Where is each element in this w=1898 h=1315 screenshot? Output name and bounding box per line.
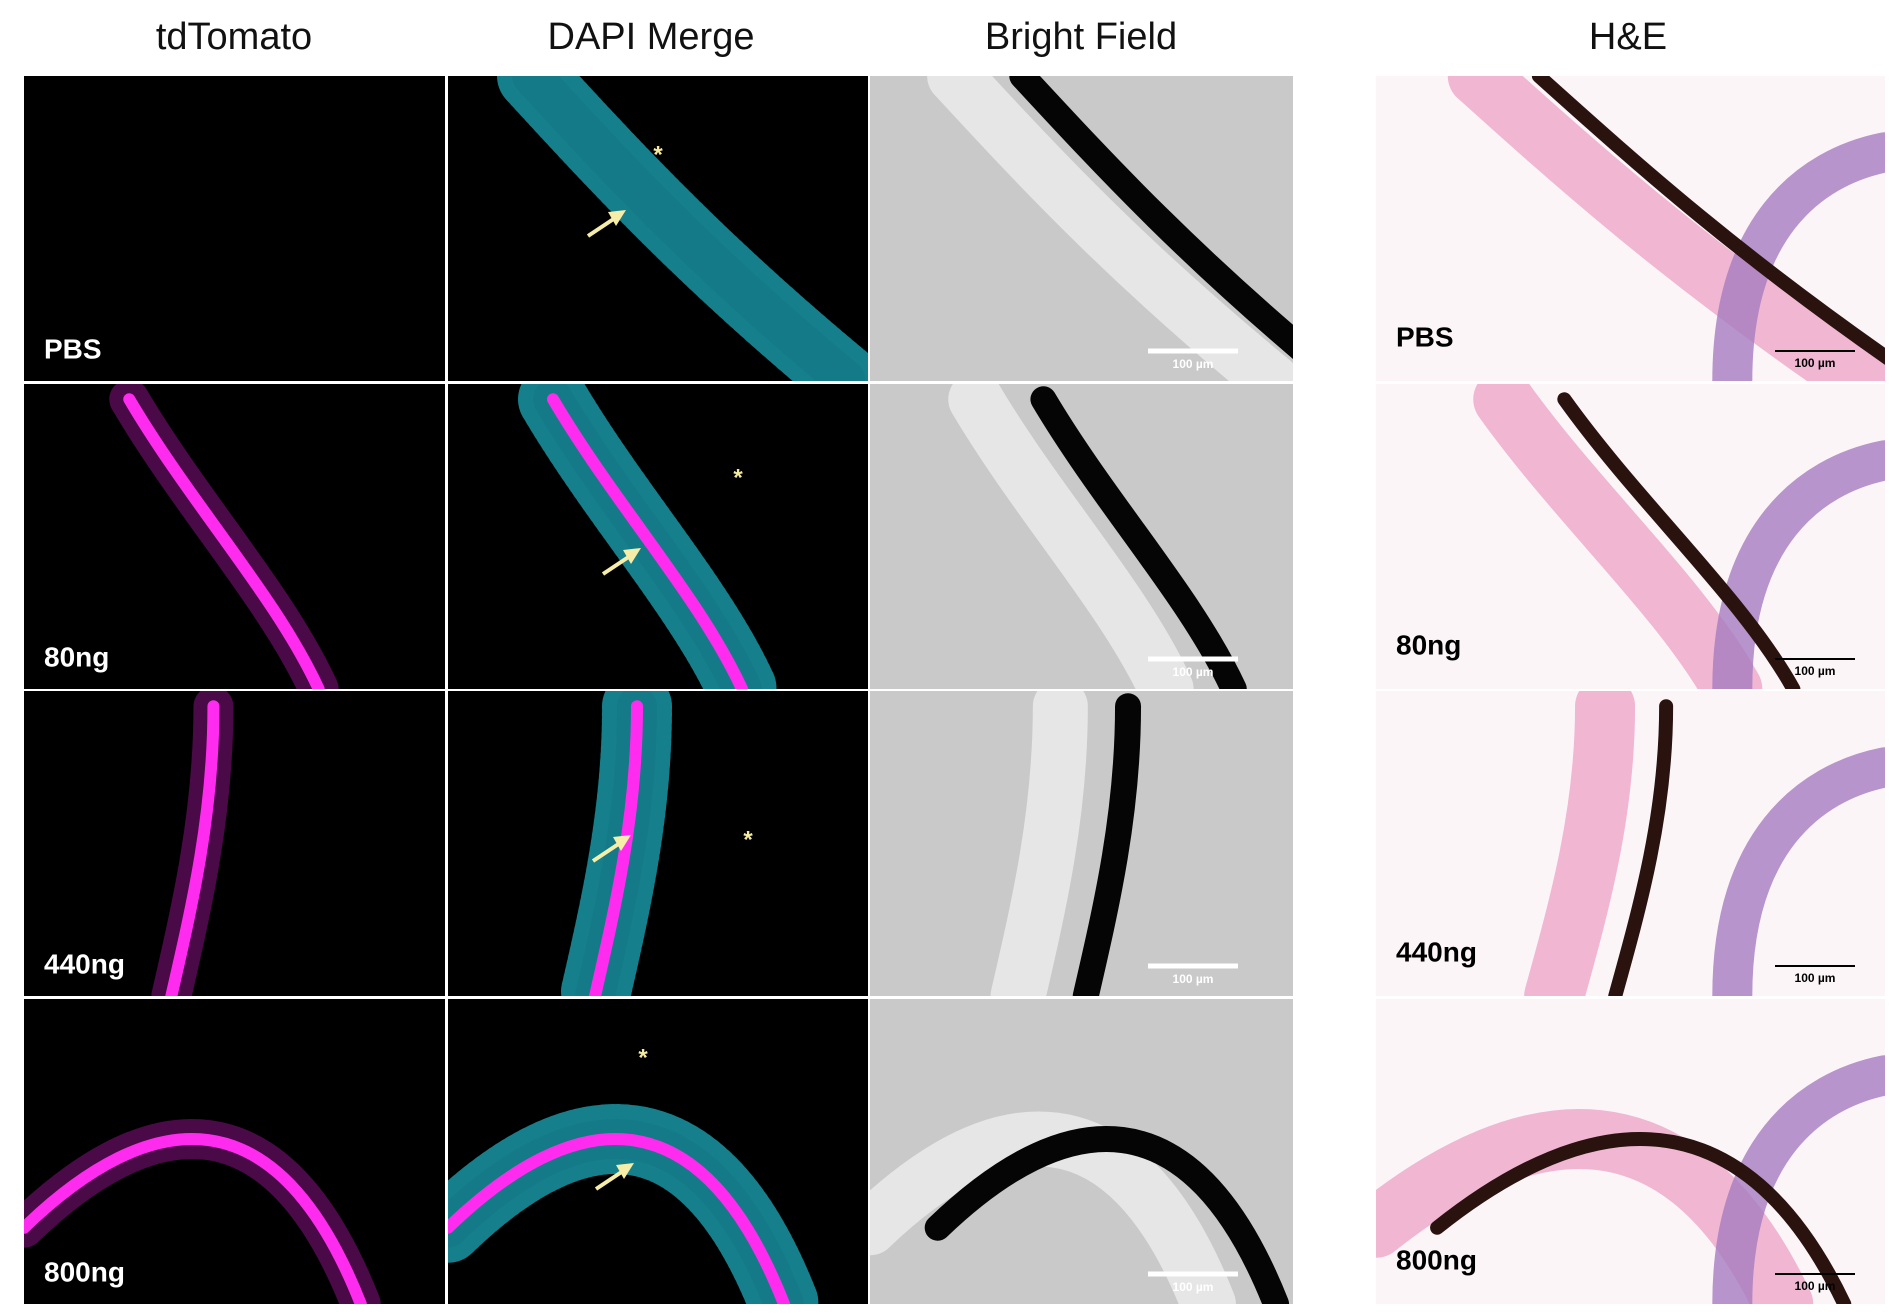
pigment xyxy=(1022,76,1339,381)
tissue xyxy=(1732,767,1885,996)
row-label: 80ng xyxy=(1396,629,1461,660)
image-panel xyxy=(870,999,1293,1304)
scale-bar-label: 100 µm xyxy=(1173,357,1214,371)
row-label: 80ng xyxy=(44,641,109,672)
pigment xyxy=(1043,399,1233,689)
image-panel xyxy=(448,76,868,381)
pigment xyxy=(1615,706,1666,996)
column-header: Bright Field xyxy=(985,16,1177,58)
row-label: PBS xyxy=(1396,321,1454,352)
image-panel xyxy=(24,691,445,996)
tissue xyxy=(1043,399,1233,689)
image-panel xyxy=(24,76,445,381)
image-panel xyxy=(1376,384,1885,689)
row-label: 440ng xyxy=(44,948,125,979)
column-header: tdTomato xyxy=(156,16,312,58)
background xyxy=(24,384,445,689)
tissue xyxy=(1732,460,1885,689)
scale-bar-label: 100 µm xyxy=(1795,664,1836,678)
row-label: 440ng xyxy=(1396,936,1477,967)
image-panel xyxy=(448,384,868,689)
tissue xyxy=(171,706,213,996)
tissue xyxy=(24,1139,361,1304)
tissue xyxy=(1615,706,1666,996)
pigment xyxy=(1539,76,1898,381)
scale-bar-label: 100 µm xyxy=(1795,356,1836,370)
scale-bar-label: 100 µm xyxy=(1795,1279,1836,1293)
marker: * xyxy=(638,1044,648,1071)
image-panel xyxy=(24,999,445,1304)
arrow-head xyxy=(616,1163,634,1179)
tissue xyxy=(1086,706,1128,996)
tissue xyxy=(1732,1075,1885,1304)
tissue xyxy=(1018,706,1060,996)
image-panel xyxy=(448,999,868,1304)
pigment xyxy=(1437,1139,1844,1304)
image-panel xyxy=(1376,76,1898,381)
tissue xyxy=(1478,76,1860,381)
tissue xyxy=(1437,1139,1844,1304)
scale-bar-label: 100 µm xyxy=(1173,1280,1214,1294)
image-panel xyxy=(1376,691,1885,996)
pigment xyxy=(938,1139,1276,1304)
image-panel xyxy=(870,76,1339,381)
tissue xyxy=(976,399,1166,689)
tissue xyxy=(1564,399,1793,689)
pigment xyxy=(1564,399,1793,689)
arrow-head xyxy=(613,835,631,851)
image-panel xyxy=(1376,999,1885,1304)
image-panel xyxy=(448,691,868,996)
row-label: 800ng xyxy=(1396,1244,1477,1275)
image-panel xyxy=(870,384,1293,689)
background xyxy=(24,691,445,996)
tissue xyxy=(1554,706,1605,996)
image-panel xyxy=(870,691,1293,996)
image-panel xyxy=(24,384,445,689)
row-label: 800ng xyxy=(44,1256,125,1287)
tissue xyxy=(553,399,742,689)
tissue xyxy=(955,76,1272,381)
column-header: H&E xyxy=(1589,16,1667,58)
marker: * xyxy=(653,141,663,168)
scale-bar-label: 100 µm xyxy=(1173,665,1214,679)
tissue xyxy=(938,1139,1276,1304)
scale-bar-label: 100 µm xyxy=(1173,972,1214,986)
tissue xyxy=(595,706,637,996)
tissue xyxy=(1539,76,1898,381)
tissue xyxy=(1732,152,1885,381)
marker: * xyxy=(733,464,743,491)
tissue xyxy=(448,1139,784,1304)
pigment xyxy=(1086,706,1128,996)
marker: * xyxy=(743,826,753,853)
scale-bar-label: 100 µm xyxy=(1795,971,1836,985)
tissue xyxy=(1503,399,1732,689)
arrow-head xyxy=(623,548,641,564)
background xyxy=(24,76,445,381)
row-label: PBS xyxy=(44,333,102,364)
tissue xyxy=(129,399,318,689)
tissue xyxy=(1022,76,1339,381)
tissue xyxy=(532,76,847,381)
arrow-head xyxy=(608,210,626,226)
column-header: DAPI Merge xyxy=(548,16,755,58)
